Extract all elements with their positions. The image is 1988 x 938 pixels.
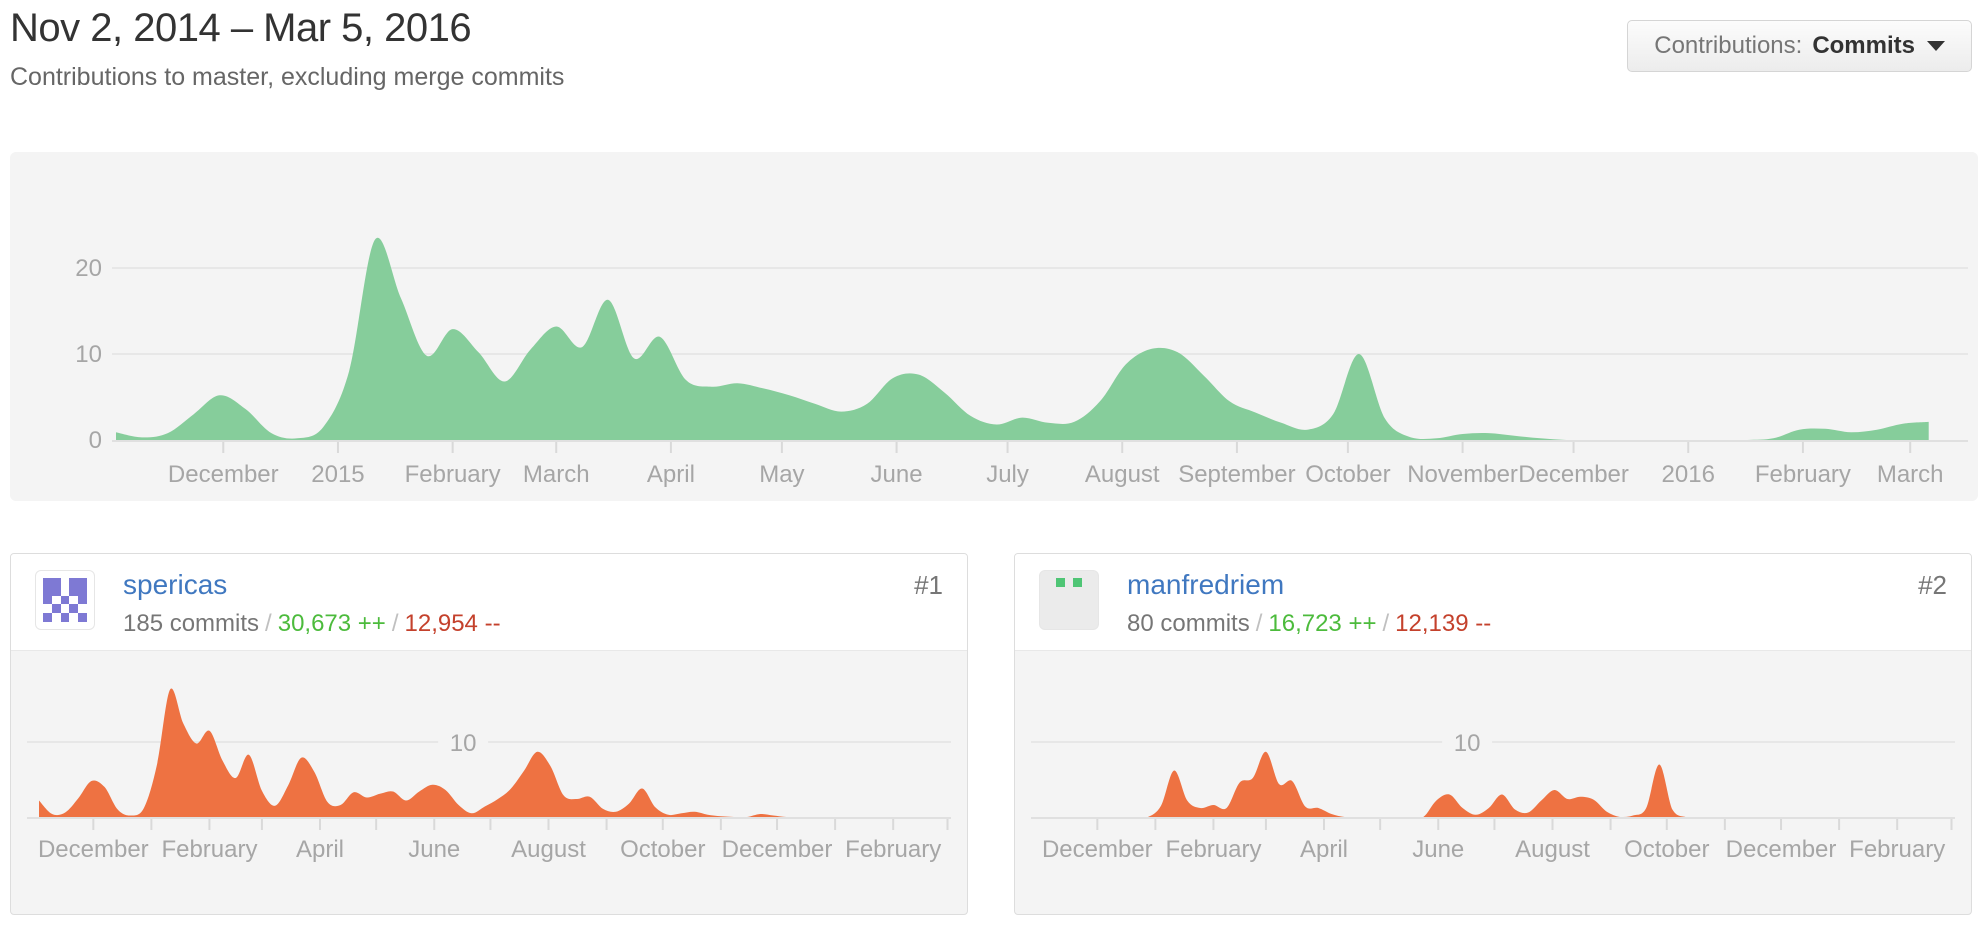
svg-text:December: December <box>1518 461 1629 488</box>
svg-text:March: March <box>1877 461 1944 488</box>
stat-separator: / <box>391 609 399 637</box>
svg-text:May: May <box>759 461 804 488</box>
svg-text:April: April <box>296 836 344 863</box>
contributor-2-username-link[interactable]: manfredriem <box>1127 569 1285 600</box>
contributor-1-commit-count: 185 commits <box>123 609 260 637</box>
contributor-card-2: manfredriem 80 commits/16,723 ++/12,139 … <box>1014 553 1972 915</box>
svg-text:April: April <box>647 461 695 488</box>
dropdown-selected-value: Commits <box>1812 32 1915 59</box>
svg-text:October: October <box>1305 461 1390 488</box>
date-range-title: Nov 2, 2014 – Mar 5, 2016 <box>10 6 472 50</box>
svg-text:0: 0 <box>89 427 102 454</box>
contributor-1-avatar[interactable] <box>35 570 95 630</box>
svg-text:December: December <box>722 836 833 863</box>
main-commits-area-chart: 0 10 20 December 2015 February March April May Ju… <box>75 237 1968 488</box>
svg-text:July: July <box>986 461 1029 488</box>
svg-text:December: December <box>1726 836 1837 863</box>
svg-text:June: June <box>1412 836 1464 863</box>
svg-text:November: November <box>1407 461 1518 488</box>
contributor-1-chart-area: December February April June August October De… <box>11 651 967 914</box>
svg-text:September: September <box>1178 461 1295 488</box>
svg-text:October: October <box>620 836 705 863</box>
contributions-type-dropdown[interactable]: Contributions: Commits <box>1627 20 1972 72</box>
dropdown-label: Contributions: <box>1654 32 1803 59</box>
stat-separator: / <box>1255 609 1263 637</box>
page-subtitle: Contributions to master, excluding merge… <box>10 63 565 91</box>
svg-text:December: December <box>168 461 279 488</box>
svg-text:10: 10 <box>75 341 102 368</box>
svg-text:20: 20 <box>75 255 102 282</box>
svg-text:June: June <box>408 836 460 863</box>
svg-text:August: August <box>511 836 586 863</box>
svg-text:February: February <box>1755 461 1851 488</box>
contributor-2-area-chart: December February April June August October De… <box>1031 726 1961 863</box>
contributor-2-commit-count: 80 commits <box>1127 609 1250 637</box>
svg-text:10: 10 <box>1454 730 1481 757</box>
svg-text:February: February <box>405 461 501 488</box>
contributor-cards: spericas 185 commits/30,673 ++/12,954 --… <box>10 553 1978 915</box>
contributor-1-header: spericas 185 commits/30,673 ++/12,954 --… <box>11 554 967 651</box>
svg-text:April: April <box>1300 836 1348 863</box>
svg-text:December: December <box>1042 836 1153 863</box>
svg-text:2015: 2015 <box>311 461 364 488</box>
contributor-2-chart-area: December February April June August October De… <box>1015 651 1971 914</box>
svg-text:10: 10 <box>450 730 477 757</box>
page-header: Nov 2, 2014 – Mar 5, 2016 Contributions … <box>10 6 564 92</box>
identicon-grid <box>1047 578 1091 622</box>
contributor-card-1: spericas 185 commits/30,673 ++/12,954 --… <box>10 553 968 915</box>
contributor-2-header: manfredriem 80 commits/16,723 ++/12,139 … <box>1015 554 1971 651</box>
svg-text:December: December <box>38 836 149 863</box>
svg-text:June: June <box>871 461 923 488</box>
stat-separator: / <box>1382 609 1390 637</box>
svg-text:2016: 2016 <box>1662 461 1715 488</box>
contributor-2-avatar[interactable] <box>1039 570 1099 630</box>
svg-text:March: March <box>523 461 590 488</box>
svg-text:February: February <box>161 836 257 863</box>
svg-text:August: August <box>1515 836 1590 863</box>
svg-text:August: August <box>1085 461 1160 488</box>
contributor-2-deletions: 12,139 -- <box>1395 609 1492 637</box>
svg-text:February: February <box>845 836 941 863</box>
svg-text:February: February <box>1165 836 1261 863</box>
contributor-1-rank-badge: #1 <box>914 570 943 600</box>
contributor-2-additions: 16,723 ++ <box>1268 609 1377 637</box>
contributor-1-username-link[interactable]: spericas <box>123 569 228 600</box>
stat-separator: / <box>265 609 272 637</box>
contributor-1-area-chart: December February April June August October De… <box>27 688 957 863</box>
main-commits-chart-panel: 0 10 20 December 2015 February March April May Ju… <box>10 152 1978 501</box>
identicon-grid <box>43 578 87 622</box>
chevron-down-icon <box>1927 41 1945 51</box>
contributor-1-stats: 185 commits/30,673 ++/12,954 -- <box>123 610 501 638</box>
svg-text:October: October <box>1624 836 1709 863</box>
svg-text:February: February <box>1849 836 1945 863</box>
contributor-1-additions: 30,673 ++ <box>277 609 386 637</box>
contributor-2-stats: 80 commits/16,723 ++/12,139 -- <box>1127 610 1491 638</box>
contributor-1-deletions: 12,954 -- <box>404 609 501 637</box>
contributor-2-rank-badge: #2 <box>1918 570 1947 600</box>
